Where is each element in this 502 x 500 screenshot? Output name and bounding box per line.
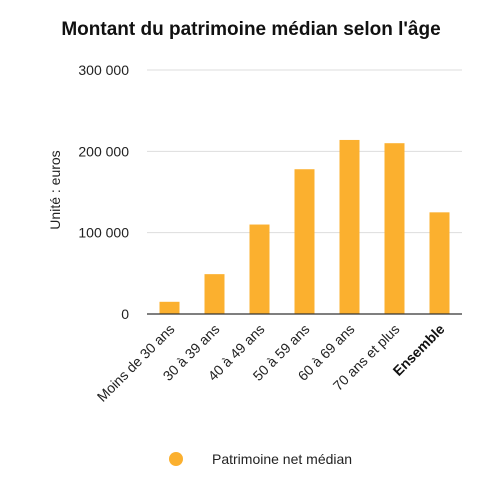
bar	[294, 169, 315, 314]
bar	[249, 224, 270, 314]
y-axis-ticks: 0 100 000 200 000 300 000	[78, 62, 129, 322]
y-tick-label: 300 000	[78, 62, 129, 78]
bar	[429, 212, 450, 314]
bar	[204, 274, 225, 314]
y-tick-label: 200 000	[78, 143, 129, 159]
chart-title: Montant du patrimoine médian selon l'âge	[61, 19, 440, 40]
legend: Patrimoine net médian	[169, 451, 352, 467]
bar	[384, 143, 405, 314]
x-tick-label: Moins de 30 ans	[94, 321, 178, 405]
bar	[159, 301, 180, 314]
legend-swatch	[169, 452, 183, 466]
bars	[159, 139, 450, 314]
y-tick-label: 0	[121, 306, 129, 322]
y-axis-label: Unité : euros	[47, 150, 63, 229]
y-tick-label: 100 000	[78, 225, 129, 241]
legend-label: Patrimoine net médian	[212, 451, 352, 467]
bar	[339, 139, 360, 314]
